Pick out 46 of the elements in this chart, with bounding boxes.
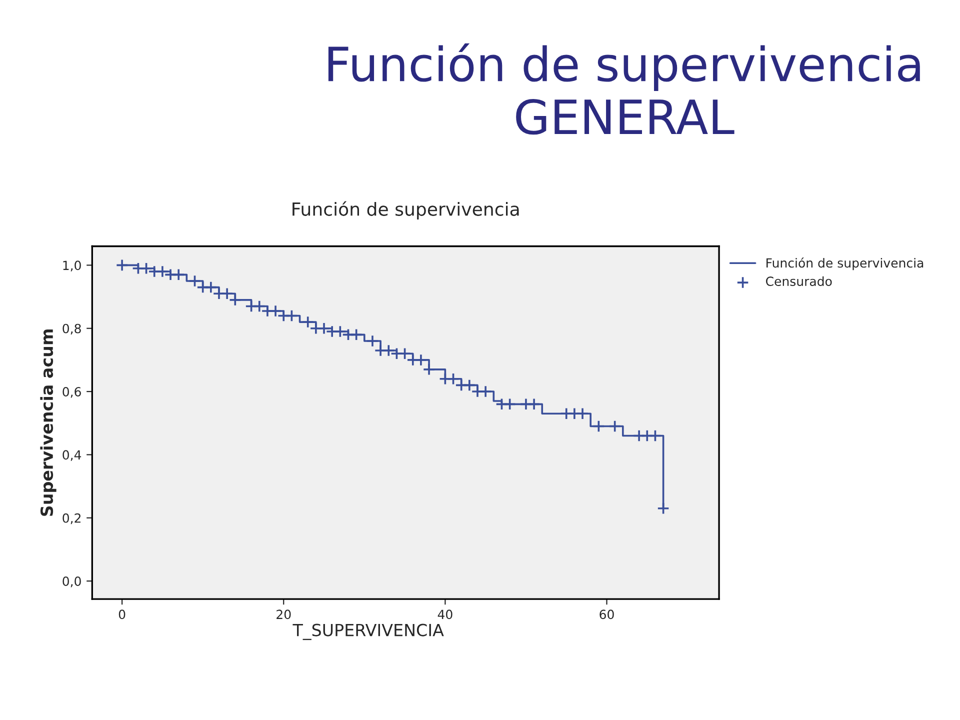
point <box>285 309 298 322</box>
x-tick-label: 0 <box>118 610 126 620</box>
x-tick-label: 20 <box>276 610 291 620</box>
y-tick-label: 0,8 <box>62 324 81 335</box>
point <box>156 265 169 278</box>
point <box>188 274 202 288</box>
chart-subtitle: Función de supervivencia GENERAL <box>328 43 920 135</box>
point <box>504 398 516 410</box>
point <box>204 281 218 294</box>
y-tick-label: 0,4 <box>62 450 82 461</box>
x-axis-title: T_SUPERVIVENCIA <box>292 624 444 640</box>
point <box>446 372 460 386</box>
y-tick-label: 0,0 <box>62 576 81 588</box>
legend-label: Censurado <box>766 276 832 286</box>
point <box>334 325 346 338</box>
point <box>350 328 363 341</box>
point <box>366 334 379 348</box>
point <box>172 268 185 281</box>
point <box>608 420 622 433</box>
point <box>422 363 436 376</box>
y-axis-title: Supervivencia acum <box>40 329 56 516</box>
point <box>302 316 314 328</box>
point <box>220 287 234 300</box>
point <box>253 300 266 313</box>
point <box>592 420 605 433</box>
point <box>463 378 476 392</box>
point <box>116 258 128 272</box>
point <box>528 398 540 410</box>
legend-label: Función de supervivencia <box>766 257 924 270</box>
point <box>398 347 412 360</box>
point <box>318 322 330 335</box>
point <box>657 502 670 515</box>
y-tick-label: 0,6 <box>62 387 81 398</box>
point <box>648 429 662 442</box>
x-tick-label: 40 <box>438 610 452 620</box>
point <box>140 262 153 275</box>
point <box>228 294 242 306</box>
point <box>382 344 395 357</box>
point <box>576 407 589 420</box>
point <box>269 304 282 318</box>
x-tick-label: 60 <box>600 610 614 620</box>
point <box>479 385 492 398</box>
chart-title: Función de supervivencia <box>292 201 519 220</box>
point <box>414 354 428 366</box>
y-tick-label: 1,0 <box>63 260 81 272</box>
y-tick-label: 0,2 <box>62 513 80 524</box>
